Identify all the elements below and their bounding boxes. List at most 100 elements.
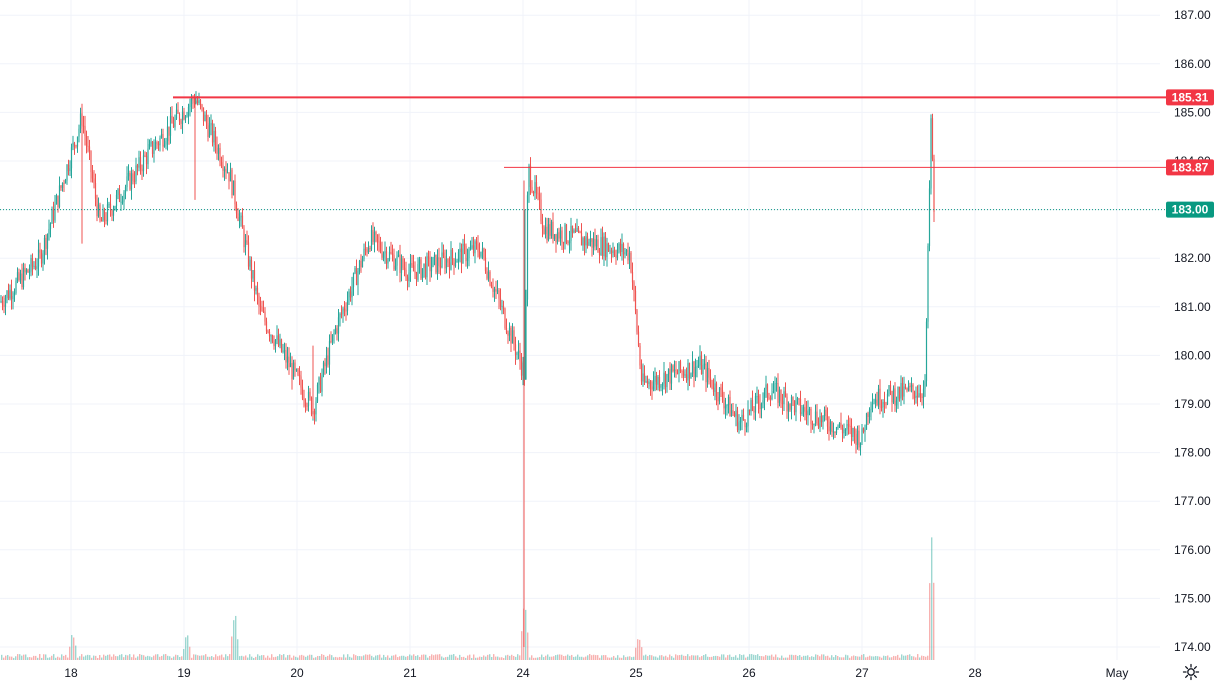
candle [760, 402, 763, 419]
candle [346, 291, 349, 316]
volume-bar [391, 655, 393, 660]
volume-bar [845, 654, 847, 660]
time-axis[interactable]: 18 19 20 21 24 25 26 27 28 May [64, 666, 1128, 680]
candle [448, 256, 451, 279]
candle [115, 189, 118, 212]
volume-bar [811, 656, 813, 660]
x-tick-label: 28 [968, 666, 982, 680]
candle [916, 385, 919, 407]
volume-bar [87, 654, 89, 660]
volume-bar [463, 656, 465, 660]
volume-bar [713, 656, 715, 660]
candle [199, 99, 202, 110]
candle [561, 226, 563, 251]
candle [487, 261, 490, 282]
volume-bar [127, 655, 129, 660]
volume-bar [615, 657, 617, 660]
candle [783, 386, 785, 412]
volume-bar [915, 657, 917, 660]
candle [13, 288, 16, 302]
candle [801, 404, 803, 416]
candle [262, 300, 265, 314]
candle [810, 406, 812, 433]
volume-bar [893, 655, 895, 660]
volume-bar [181, 656, 183, 660]
volume-bar [693, 655, 695, 660]
candle [171, 106, 173, 124]
candle [51, 206, 53, 224]
volume-bar [155, 654, 157, 660]
volume-bar [479, 656, 481, 660]
candle [298, 366, 301, 386]
volume-bar [673, 657, 675, 660]
candle [447, 258, 449, 268]
volume-bar [27, 657, 29, 660]
volume-bar [295, 656, 297, 660]
volume-bar [829, 657, 831, 660]
volume-bar [351, 657, 353, 660]
candle [777, 373, 779, 409]
volume-bar [637, 639, 639, 660]
y-tick-label: 174.00 [1174, 640, 1211, 654]
candle [267, 329, 269, 334]
volume-bar [707, 656, 709, 660]
candle [732, 403, 734, 417]
volume-bar [529, 657, 531, 660]
y-tick-label: 178.00 [1174, 446, 1211, 460]
candle [811, 420, 814, 430]
candle [295, 368, 298, 372]
candle [697, 356, 700, 369]
price-axis[interactable]: 174.00 175.00 176.00 177.00 178.00 179.00 180.… [1166, 8, 1214, 654]
candle [583, 236, 586, 256]
volume-bar [841, 657, 843, 660]
candle [495, 280, 497, 299]
volume-bar [571, 654, 573, 660]
volume-bar [1, 654, 3, 660]
candle [10, 279, 13, 310]
candle [33, 261, 35, 270]
volume-bar [151, 657, 153, 660]
candle [787, 401, 790, 422]
candle [235, 201, 238, 219]
volume-bar [709, 656, 711, 660]
volume-bar [715, 655, 717, 660]
candle [751, 390, 754, 412]
volume-bar [207, 656, 209, 660]
candle [636, 309, 638, 335]
candle [468, 246, 470, 267]
candle [85, 130, 88, 154]
volume-bar [197, 655, 199, 660]
volume-bar [525, 609, 527, 660]
candle [226, 163, 229, 174]
candle [613, 246, 616, 257]
candle [631, 262, 634, 290]
candle [843, 423, 845, 439]
volume-bar [409, 654, 411, 660]
volume-bar [927, 655, 929, 660]
candle [1, 296, 4, 311]
candle [348, 288, 350, 305]
settings-button[interactable] [1180, 661, 1202, 683]
volume-bar [823, 654, 825, 660]
volume-bar [7, 655, 9, 660]
volume-bar [3, 657, 5, 660]
candle [642, 363, 644, 387]
volume-bar [299, 655, 301, 660]
candle [921, 393, 923, 406]
volume-bar [627, 656, 629, 660]
candle [711, 379, 713, 390]
candle [49, 222, 52, 238]
volume-bar [79, 656, 81, 660]
volume-bar [123, 657, 125, 660]
candle [804, 397, 806, 421]
volume-bar [933, 582, 935, 660]
volume-bar [355, 655, 357, 660]
volume-bar [563, 656, 565, 660]
candle [879, 379, 881, 415]
price-levels[interactable] [0, 96, 1166, 211]
candle [418, 256, 421, 274]
volume-bar [743, 654, 745, 660]
volume-bar [795, 654, 797, 660]
candle [547, 217, 550, 242]
